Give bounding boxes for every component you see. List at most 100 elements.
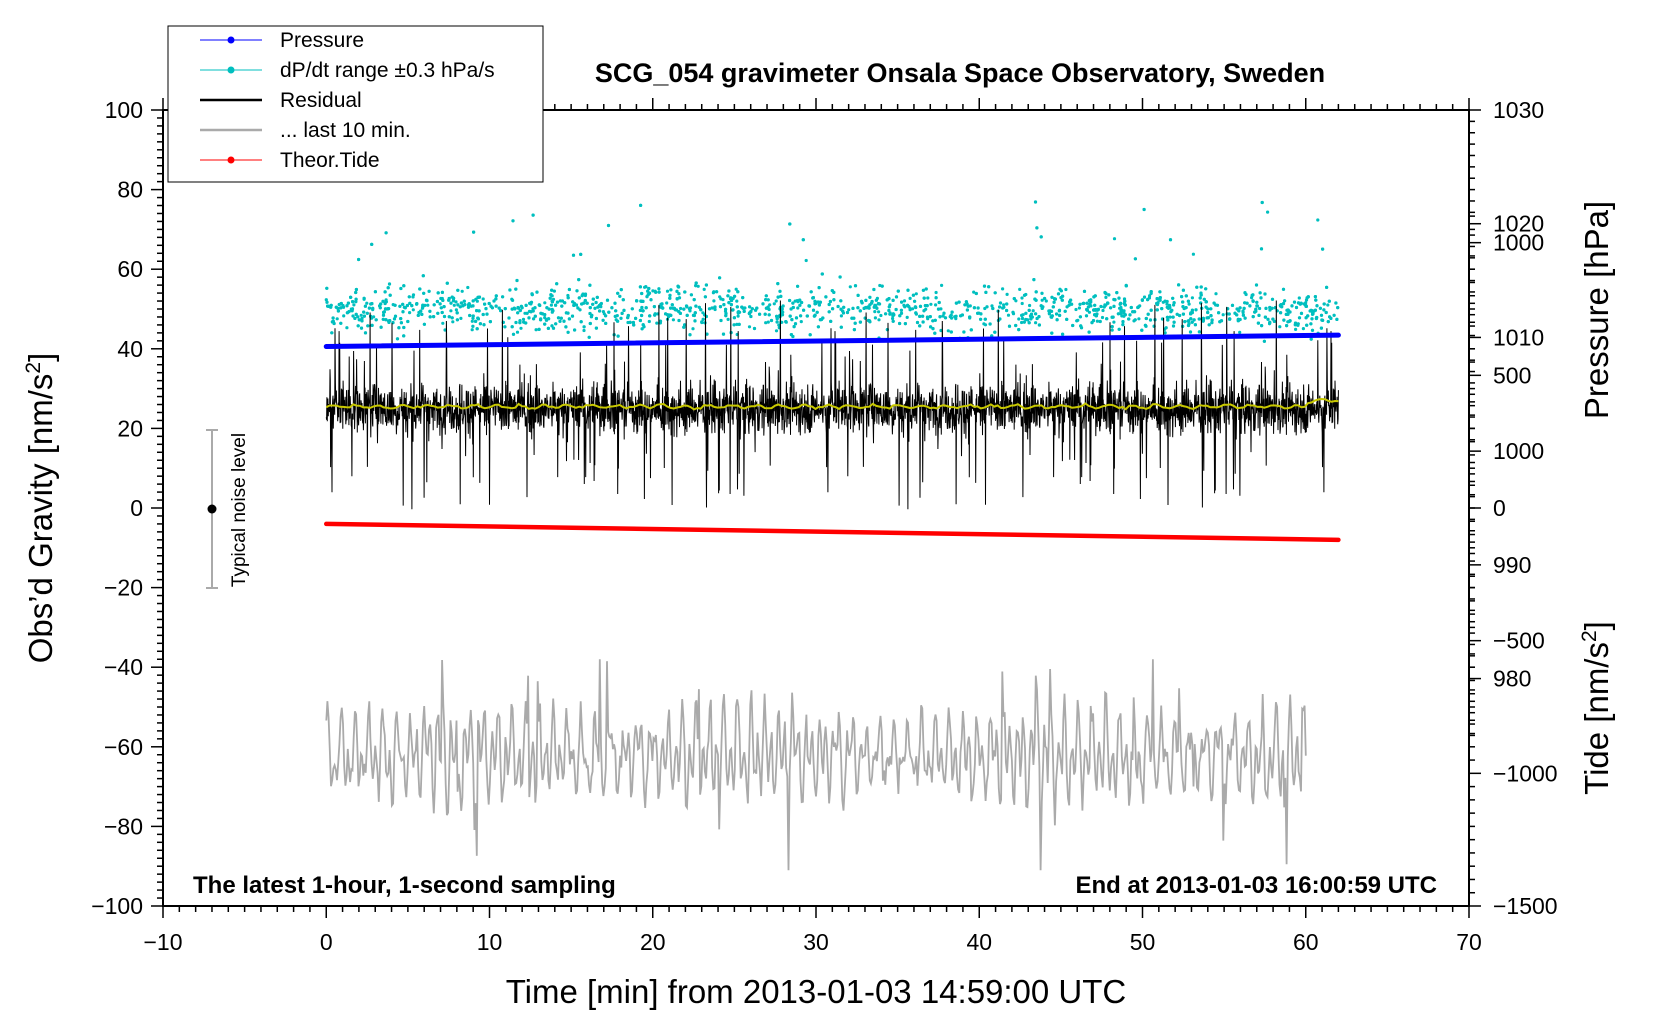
dpdt-dot <box>933 318 937 322</box>
dpdt-dot <box>510 325 514 329</box>
y-gravity-tick-label: 60 <box>117 256 143 282</box>
dpdt-dot <box>767 313 771 317</box>
dpdt-dot <box>1201 318 1205 322</box>
dpdt-dot <box>921 320 925 324</box>
dpdt-dot <box>1029 317 1033 321</box>
dpdt-dot <box>1264 306 1268 310</box>
dpdt-dot <box>1022 293 1027 297</box>
dpdt-dot <box>541 312 545 316</box>
dpdt-dot <box>362 296 366 300</box>
dpdt-dot <box>998 317 1002 321</box>
dpdt-dot <box>1133 318 1137 322</box>
dpdt-dot <box>1093 303 1097 307</box>
dpdt-dot <box>1241 313 1245 317</box>
dpdt-dot <box>1319 313 1324 317</box>
dpdt-dot <box>342 314 346 318</box>
dpdt-dot <box>1290 304 1294 308</box>
dpdt-dot <box>559 316 563 320</box>
dpdt-dot <box>537 303 541 307</box>
dpdt-dot <box>1123 313 1127 317</box>
dpdt-dot <box>367 306 371 310</box>
dpdt-dot <box>450 316 454 320</box>
dpdt-dot <box>851 306 855 310</box>
dpdt-dot <box>735 322 739 326</box>
dpdt-dot <box>481 297 485 301</box>
dpdt-dot <box>1005 302 1009 306</box>
dpdt-dot <box>349 295 353 299</box>
dpdt-dot <box>551 326 556 330</box>
dpdt-dot <box>438 302 442 306</box>
dpdt-dot <box>381 317 385 321</box>
dpdt-dot <box>805 314 809 318</box>
dpdt-dot <box>741 296 745 300</box>
dpdt-dot <box>877 318 881 322</box>
dpdt-dot <box>799 320 803 324</box>
dpdt-dot <box>684 304 689 308</box>
dpdt-dot <box>719 318 723 323</box>
dpdt-dot <box>1155 308 1159 312</box>
dpdt-dot <box>682 307 686 311</box>
dpdt-dot <box>795 299 799 303</box>
dpdt-dot <box>821 316 825 320</box>
dpdt-dot <box>606 223 611 228</box>
dpdt-dot <box>987 285 991 289</box>
dpdt-dot <box>827 302 831 307</box>
dpdt-dot <box>524 303 528 307</box>
dpdt-dot <box>1017 328 1021 332</box>
dpdt-dot <box>653 312 657 316</box>
dpdt-dot <box>750 307 754 311</box>
dpdt-dot <box>983 306 987 311</box>
dpdt-dot <box>683 323 687 327</box>
dpdt-dot <box>766 320 770 324</box>
dpdt-dot <box>807 304 812 308</box>
dpdt-dot <box>694 304 698 308</box>
dpdt-dot <box>1033 297 1037 301</box>
dpdt-dot <box>1017 317 1021 321</box>
dpdt-dot <box>1020 301 1024 306</box>
dpdt-dot <box>1304 316 1308 320</box>
dpdt-dot <box>949 330 953 334</box>
dpdt-dot <box>1121 320 1125 324</box>
dpdt-dot <box>435 299 439 304</box>
dpdt-dot <box>1128 313 1132 317</box>
dpdt-dot <box>1254 309 1258 313</box>
dpdt-dot <box>1311 312 1315 316</box>
dpdt-dot <box>847 308 851 312</box>
dpdt-dot <box>1051 305 1055 309</box>
dpdt-dot <box>360 319 364 323</box>
dpdt-dot <box>922 296 926 300</box>
dpdt-dot <box>868 295 872 299</box>
dpdt-dot <box>1089 298 1093 302</box>
dpdt-dot <box>365 301 369 305</box>
dpdt-dot <box>862 306 866 310</box>
dpdt-dot <box>946 329 950 333</box>
dpdt-dot <box>353 316 357 320</box>
dpdt-dot <box>529 310 533 314</box>
dpdt-dot <box>925 304 929 308</box>
dpdt-dot <box>1278 325 1282 329</box>
x-tick-label: 0 <box>320 929 333 955</box>
dpdt-dot <box>354 300 358 304</box>
y-axis-title-tide-close: ] <box>1578 621 1615 630</box>
y-gravity-tick-label: 0 <box>130 495 143 521</box>
dpdt-dot <box>520 306 524 310</box>
dpdt-dot <box>471 324 475 328</box>
dpdt-dot <box>539 318 543 322</box>
dpdt-dot <box>1210 318 1214 322</box>
dpdt-dot <box>702 287 706 291</box>
dpdt-dot <box>366 324 370 328</box>
dpdt-dot <box>1095 319 1099 323</box>
dpdt-dot <box>758 312 762 316</box>
dpdt-dot <box>1060 298 1064 302</box>
dpdt-dot <box>976 311 980 315</box>
dpdt-dot <box>552 289 557 293</box>
dpdt-dot <box>776 295 780 299</box>
dpdt-dot <box>510 297 514 301</box>
dpdt-dot <box>816 325 821 329</box>
dpdt-dot <box>626 316 630 320</box>
dpdt-dot <box>1315 304 1319 308</box>
dpdt-dot <box>1195 285 1199 289</box>
dpdt-dot <box>1001 287 1005 291</box>
dpdt-dot <box>621 298 625 302</box>
dpdt-dot <box>640 291 644 296</box>
